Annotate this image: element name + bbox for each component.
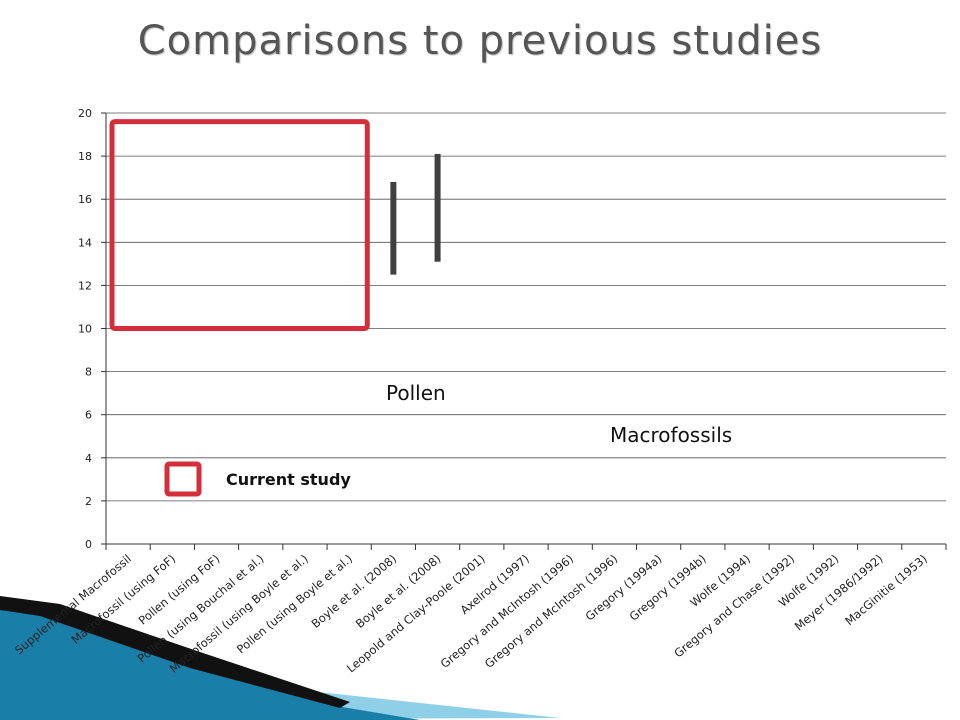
decorative-swoosh: [0, 596, 560, 720]
macrofossils-annotation: Macrofossils: [610, 423, 732, 447]
y-tick-label: 4: [85, 452, 92, 465]
x-category-label: Pollen (using FoF): [136, 552, 223, 628]
y-tick-label: 10: [78, 323, 92, 336]
legend-label-current-study: Current study: [226, 470, 351, 489]
slide-title: Comparisons to previous studies: [137, 18, 823, 64]
y-tick-label: 16: [78, 193, 92, 206]
y-tick-label: 8: [85, 366, 92, 379]
y-tick-label: 14: [78, 236, 92, 249]
y-tick-label: 18: [78, 150, 92, 163]
y-tick-label: 0: [85, 538, 92, 551]
y-tick-label: 20: [78, 107, 92, 120]
x-category-label: Gregory (1994b): [627, 552, 709, 624]
pollen-annotation: Pollen: [386, 381, 446, 405]
range-bar: [390, 181, 397, 275]
x-category-label: MacGinitie (1953): [842, 552, 930, 629]
legend-swatch-current-study: [164, 461, 202, 497]
y-tick-label: 6: [85, 409, 92, 422]
y-tick-label: 2: [85, 495, 92, 508]
y-tick-label: 12: [78, 279, 92, 292]
range-bar: [434, 153, 441, 262]
current-study-highlight-box: [109, 119, 370, 332]
x-category-label: Gregory (1994a): [583, 552, 665, 624]
